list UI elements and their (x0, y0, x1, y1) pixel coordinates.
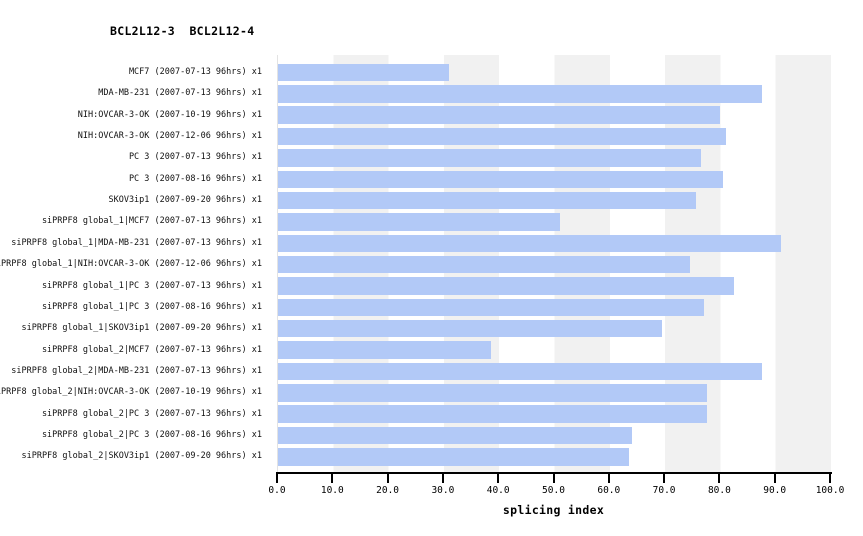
x-axis-tick (276, 474, 278, 483)
bar (278, 298, 704, 317)
bar (278, 213, 561, 231)
bar (278, 106, 721, 124)
bar (278, 255, 690, 274)
bar (278, 191, 696, 210)
bar (278, 63, 450, 82)
x-axis-title: splicing index (502, 503, 605, 517)
x-axis-tick-label: 100.0 (815, 485, 845, 496)
bar (278, 448, 630, 466)
chart-title: BCL2L12-3 BCL2L12-4 (110, 24, 255, 38)
x-axis-tick-label: 60.0 (597, 485, 621, 496)
row-label: siPRPF8 global_1|MCF7 (2007-07-13 96hrs)… (41, 216, 262, 227)
bar (278, 384, 707, 402)
row-label: NIH:OVCAR-3-OK (2007-12-06 96hrs) x1 (77, 131, 262, 142)
bar (278, 319, 663, 338)
plot-area (277, 55, 831, 473)
x-axis-tick (718, 474, 721, 483)
row-label: NIH:OVCAR-3-OK (2007-10-19 96hrs) x1 (77, 109, 262, 120)
x-axis-tick-label: 10.0 (320, 485, 344, 496)
x-axis-tick-label: 20.0 (376, 485, 400, 496)
x-axis-tick-label: 70.0 (652, 485, 676, 496)
row-label: MDA-MB-231 (2007-07-13 96hrs) x1 (98, 88, 262, 99)
x-axis-tick (386, 474, 389, 483)
x-axis-tick (331, 474, 334, 483)
row-label: siPRPF8 global_1|MDA-MB-231 (2007-07-13 … (11, 237, 262, 248)
bar (278, 405, 707, 423)
x-axis-tick-label: 80.0 (707, 485, 731, 496)
row-label: iPRPF8 global_1|NIH:OVCAR-3-OK (2007-12-… (0, 259, 262, 270)
row-label: MCF7 (2007-07-13 96hrs) x1 (128, 67, 262, 77)
row-label: PC 3 (2007-08-16 96hrs) x1 (128, 173, 262, 184)
bar (278, 234, 782, 253)
row-label: siPRPF8 global_1|PC 3 (2007-08-16 96hrs)… (41, 301, 262, 312)
x-axis-tick (441, 474, 444, 483)
x-axis-tick-label: 90.0 (763, 485, 787, 496)
x-axis-line (276, 472, 832, 474)
row-label: siPRPF8 global_2|SKOV3ip1 (2007-09-20 96… (21, 451, 262, 462)
x-axis-tick (773, 474, 776, 483)
row-label: siPRPF8 global_1|SKOV3ip1 (2007-09-20 96… (21, 323, 262, 334)
x-axis-tick-label: 30.0 (431, 485, 455, 496)
bar (278, 277, 735, 295)
x-axis-tick (497, 474, 500, 483)
row-label: PC 3 (2007-07-13 96hrs) x1 (128, 152, 262, 163)
bar (278, 149, 702, 167)
row-label: siPRPF8 global_2|PC 3 (2007-08-16 96hrs)… (41, 429, 262, 440)
row-label: siPRPF8 global_2|MCF7 (2007-07-13 96hrs)… (41, 344, 262, 355)
x-axis-tick (663, 474, 666, 483)
bar (278, 85, 762, 103)
x-axis-tick-label: 0.0 (268, 485, 286, 496)
x-axis-tick (552, 474, 555, 483)
bar (278, 170, 724, 188)
x-axis-tick-label: 40.0 (486, 485, 510, 496)
row-label: siPRPF8 global_2|MDA-MB-231 (2007-07-13 … (11, 365, 262, 376)
x-axis-tick (829, 474, 831, 483)
x-axis-tick (607, 474, 610, 483)
bar (278, 426, 632, 445)
bar (278, 127, 726, 146)
bar (278, 362, 762, 381)
row-label: SKOV3ip1 (2007-09-20 96hrs) x1 (108, 195, 262, 206)
row-label: siPRPF8 global_2|PC 3 (2007-07-13 96hrs)… (41, 408, 262, 419)
row-label: iPRPF8 global_2|NIH:OVCAR-3-OK (2007-10-… (0, 387, 262, 398)
x-axis-tick-label: 50.0 (542, 485, 565, 496)
row-label: siPRPF8 global_1|PC 3 (2007-07-13 96hrs)… (41, 280, 262, 291)
bar (278, 341, 491, 359)
